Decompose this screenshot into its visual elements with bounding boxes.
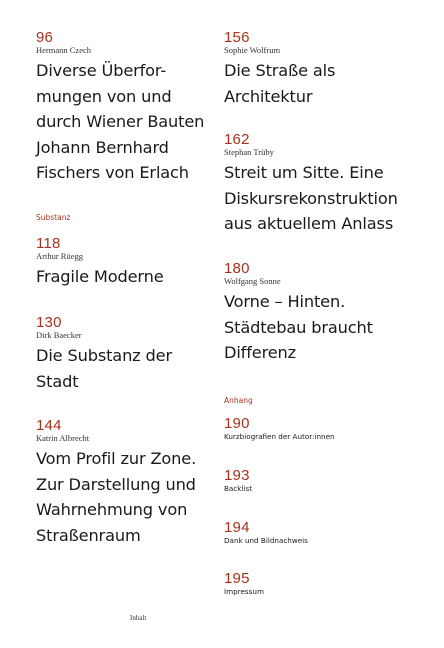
appendix-entry[interactable]: 195 Impressum <box>224 571 264 596</box>
appendix-title: Impressum <box>224 587 264 596</box>
section-label-substanz: Substanz <box>36 213 71 222</box>
page-footer-label: Inhalt <box>130 614 147 622</box>
appendix-entry[interactable]: 193 Backlist <box>224 468 252 493</box>
appendix-title: Dank und Bildnachweis <box>224 536 308 545</box>
page-number: 190 <box>224 415 250 432</box>
appendix-entry[interactable]: 194 Dank und Bildnachweis <box>224 520 308 545</box>
toc-entry[interactable]: 96 Hermann Czech Diverse Überfor- mungen… <box>36 30 204 186</box>
chapter-title: Fragile Moderne <box>36 267 164 286</box>
appendix-entry[interactable]: 190 Kurzbiografien der Autor:innen <box>224 416 335 441</box>
page-number: 180 <box>224 260 250 277</box>
chapter-title: Die Straße als Architektur <box>224 61 336 106</box>
chapter-title: Vom Profil zur Zone. Zur Darstellung und… <box>36 449 197 545</box>
section-label-anhang: Anhang <box>224 396 253 405</box>
page-number: 96 <box>36 29 54 46</box>
chapter-title: Streit um Sitte. Eine Diskursrekonstrukt… <box>224 163 398 233</box>
toc-entry[interactable]: 156 Sophie Wolfrum Die Straße als Archit… <box>224 30 335 109</box>
chapter-title: Diverse Überfor- mungen von und durch Wi… <box>36 61 205 182</box>
author-name: Dirk Baecker <box>36 330 82 340</box>
author-name: Stephan Trüby <box>224 147 274 157</box>
page-number: 144 <box>36 417 62 434</box>
author-name: Katrin Albrecht <box>36 433 90 443</box>
chapter-title: Vorne – Hinten. Städtebau braucht Differ… <box>224 292 373 362</box>
page-number: 156 <box>224 29 250 46</box>
author-name: Sophie Wolfrum <box>224 45 281 55</box>
toc-entry[interactable]: 180 Wolfgang Sonne Vorne – Hinten. Städt… <box>224 261 373 366</box>
author-name: Arthur Rüegg <box>36 251 83 261</box>
chapter-title: Die Substanz der Stadt <box>36 346 172 391</box>
toc-entry[interactable]: 162 Stephan Trüby Streit um Sitte. Eine … <box>224 132 398 237</box>
author-name: Hermann Czech <box>36 45 91 55</box>
page-number: 130 <box>36 314 62 331</box>
toc-entry[interactable]: 118 Arthur Rüegg Fragile Moderne <box>36 236 164 290</box>
appendix-title: Kurzbiografien der Autor:innen <box>224 432 335 441</box>
page-number: 193 <box>224 467 250 484</box>
page-number: 162 <box>224 131 250 148</box>
toc-entry[interactable]: 144 Katrin Albrecht Vom Profil zur Zone.… <box>36 418 196 548</box>
page-number: 194 <box>224 519 250 536</box>
toc-entry[interactable]: 130 Dirk Baecker Die Substanz der Stadt <box>36 315 172 394</box>
author-name: Wolfgang Sonne <box>224 276 281 286</box>
page-number: 195 <box>224 570 250 587</box>
page-number: 118 <box>36 235 61 252</box>
appendix-title: Backlist <box>224 484 253 493</box>
